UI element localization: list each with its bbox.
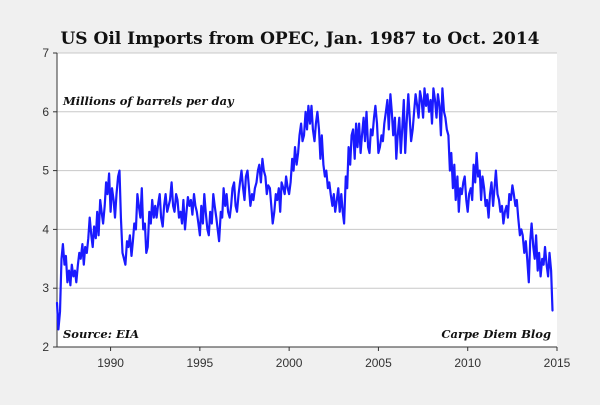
y-tick-label: 5: [42, 164, 49, 178]
y-tick-label: 3: [42, 281, 49, 295]
x-tick-label: 2005: [365, 356, 392, 370]
y-tick-label: 4: [42, 222, 49, 236]
y-tick-label: 2: [42, 340, 49, 354]
source-label: Source: EIA: [63, 327, 139, 341]
x-tick-label: 1990: [97, 356, 124, 370]
axes: 2 3 4 5 6 7 1990 1995 2000 2005 2010 2015: [42, 46, 570, 370]
y-axis-label: Millions of barrels per day: [62, 94, 235, 108]
series-line: [55, 87, 554, 331]
y-tick-label: 6: [42, 105, 49, 119]
y-tick-label: 7: [42, 46, 49, 60]
x-tick-label: 2000: [276, 356, 303, 370]
x-tick-label: 2010: [454, 356, 481, 370]
credit-label: Carpe Diem Blog: [441, 327, 551, 341]
x-tick-label: 1995: [187, 356, 214, 370]
x-tick-label: 2015: [544, 356, 571, 370]
chart-title: US Oil Imports from OPEC, Jan. 1987 to O…: [60, 29, 539, 49]
series-layer: [55, 87, 554, 331]
